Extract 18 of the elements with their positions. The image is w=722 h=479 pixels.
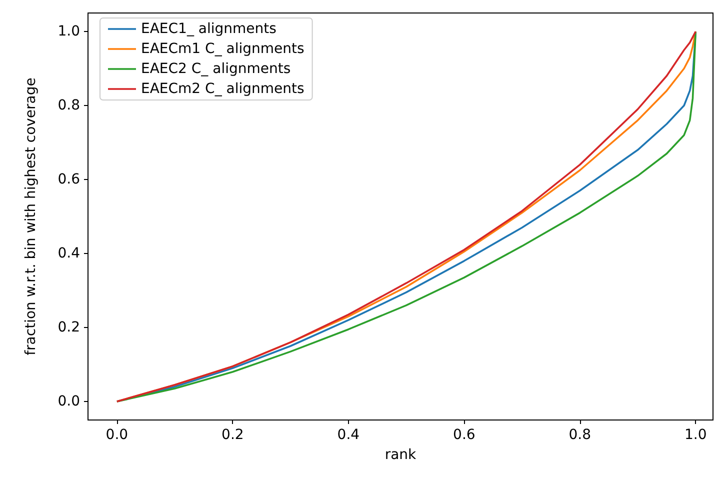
- x-tick-label: 0.0: [106, 427, 128, 443]
- y-tick-label: 1.0: [58, 24, 80, 40]
- x-tick-label: 0.2: [222, 427, 244, 443]
- x-tick-label: 0.6: [453, 427, 476, 443]
- x-tick-label: 1.0: [684, 427, 707, 443]
- y-axis-title: fraction w.r.t. bin with highest coverage: [23, 78, 39, 356]
- legend-label: EAECm2 C_ alignments: [141, 81, 304, 97]
- y-tick-label: 0.0: [58, 394, 80, 410]
- y-tick-label: 0.6: [58, 172, 80, 188]
- x-axis-title: rank: [384, 447, 418, 463]
- legend-label: EAEC1_ alignments: [141, 21, 276, 37]
- y-tick-label: 0.2: [58, 320, 80, 336]
- x-tick-label: 0.4: [337, 427, 360, 443]
- legend-label: EAEC2 C_ alignments: [141, 61, 291, 77]
- legend-label: EAECm1 C_ alignments: [141, 41, 304, 57]
- y-tick-label: 0.8: [58, 98, 80, 114]
- x-tick-label: 0.8: [568, 427, 592, 443]
- y-tick-label: 0.4: [58, 246, 80, 262]
